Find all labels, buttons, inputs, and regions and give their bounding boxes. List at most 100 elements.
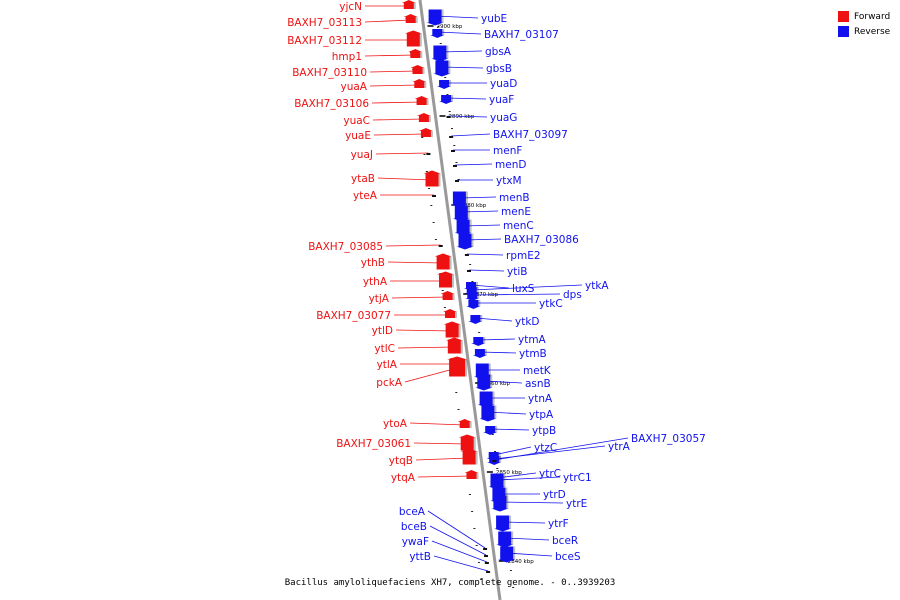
reverse-gene-label: menC xyxy=(503,220,534,232)
strand-arrow xyxy=(457,419,472,422)
strand-arrow xyxy=(479,418,497,422)
forward-gene-label: ythA xyxy=(363,276,388,288)
leader-line xyxy=(496,476,561,481)
tick-mark-right xyxy=(437,26,440,27)
strand-arrow xyxy=(412,79,427,82)
kbp-label: 2900 kbp xyxy=(437,24,463,30)
gene-shadow xyxy=(449,80,452,86)
kbp-label: 2840 kbp xyxy=(508,559,534,565)
reverse-gene-label: bceS xyxy=(555,551,581,563)
tick-mark-left xyxy=(434,239,437,240)
gene-shadow xyxy=(426,99,429,105)
gene-shadow xyxy=(513,546,516,560)
strand-arrow xyxy=(426,22,444,26)
gene-block xyxy=(418,116,429,122)
gene-shadow xyxy=(460,340,463,354)
leader-line xyxy=(435,15,479,19)
gene-block xyxy=(489,456,500,462)
leader-line xyxy=(490,428,530,431)
reverse-gene-label: ytmA xyxy=(518,334,547,346)
gene-block xyxy=(467,292,478,298)
strand-arrow xyxy=(430,35,445,38)
gene-block xyxy=(441,95,452,101)
strand-arrow xyxy=(447,356,468,360)
gene-marker xyxy=(432,195,436,197)
leader-line xyxy=(448,115,488,118)
strand-arrow xyxy=(401,0,416,3)
gene-block xyxy=(479,391,493,405)
gene-block xyxy=(425,173,439,187)
gene-block xyxy=(490,473,504,487)
reverse-gene-label: BAXH7_03107 xyxy=(484,29,559,41)
gene-shadow xyxy=(480,315,483,321)
reverse-gene-label: ytzC xyxy=(534,442,557,454)
gene-shadow xyxy=(471,233,474,247)
tick-mark-right xyxy=(451,128,453,129)
forward-gene-label: ytlD xyxy=(372,325,393,337)
legend-item-reverse: Reverse xyxy=(838,24,890,39)
forward-gene-label: BAXH7_03112 xyxy=(287,35,362,47)
strand-arrow xyxy=(471,343,486,346)
gene-shadow xyxy=(488,363,491,377)
forward-gene-label: BAXH7_03085 xyxy=(308,241,383,253)
gene-block xyxy=(449,359,466,377)
gene-block xyxy=(406,33,420,47)
gene-block xyxy=(447,340,461,354)
strand-arrow xyxy=(439,101,454,104)
gene-block xyxy=(477,374,491,388)
gene-shadow xyxy=(503,473,506,487)
strand-arrow xyxy=(408,49,423,52)
strand-arrow xyxy=(414,96,429,99)
gene-shadow xyxy=(449,256,452,270)
forward-gene-label: yuaA xyxy=(341,81,368,93)
tick-mark-right xyxy=(469,264,472,265)
gene-block xyxy=(462,451,476,465)
reverse-gene-label: rpmE2 xyxy=(506,250,541,262)
legend-forward-label: Forward xyxy=(854,11,891,22)
strand-arrow xyxy=(464,470,479,473)
leader-line xyxy=(417,475,472,478)
forward-gene-label: yuaJ xyxy=(351,149,373,161)
tick-mark-left xyxy=(457,409,460,410)
gene-shadow xyxy=(441,9,444,23)
gene-marker xyxy=(467,270,471,272)
reverse-gene-label: yttB xyxy=(409,551,431,563)
leader-line xyxy=(385,244,441,247)
forward-gene-label: BAXH7_03106 xyxy=(294,98,369,110)
leader-line xyxy=(404,367,458,383)
gene-shadow xyxy=(494,405,497,419)
gene-shadow xyxy=(506,495,509,509)
leader-line xyxy=(395,329,453,332)
gene-shadow xyxy=(475,451,478,465)
gene-block xyxy=(481,405,495,419)
reverse-gene-label: bceR xyxy=(552,535,578,547)
gene-block xyxy=(435,60,449,74)
strand-arrow xyxy=(431,58,449,62)
gene-block xyxy=(445,312,455,318)
tick-mark-right xyxy=(444,77,447,78)
gene-marker xyxy=(484,555,488,557)
leader-line xyxy=(506,552,553,557)
gene-marker xyxy=(455,180,459,182)
forward-gene-label: ytoA xyxy=(383,418,408,430)
reverse-gene-label: yuaF xyxy=(489,94,514,106)
kbp-label: 2850 kbp xyxy=(496,470,522,476)
leader-line xyxy=(364,54,416,57)
gene-glyphs xyxy=(401,0,516,573)
tick-mark-right xyxy=(496,468,499,469)
tick-mark-right xyxy=(471,281,474,282)
tick-mark-right xyxy=(455,162,458,163)
gene-block xyxy=(485,426,496,432)
tick-mark-right xyxy=(453,145,456,146)
leader-line xyxy=(468,269,505,272)
gene-shadow xyxy=(428,116,431,122)
gene-shadow xyxy=(420,52,423,58)
tick-mark-left xyxy=(475,545,478,546)
kbp-label: 2880 kbp xyxy=(460,203,486,209)
gene-shadow xyxy=(476,282,478,288)
leader-line xyxy=(471,284,583,291)
leader-line xyxy=(472,293,561,296)
leader-line xyxy=(475,317,513,322)
reverse-gene-label: menE xyxy=(501,206,531,218)
